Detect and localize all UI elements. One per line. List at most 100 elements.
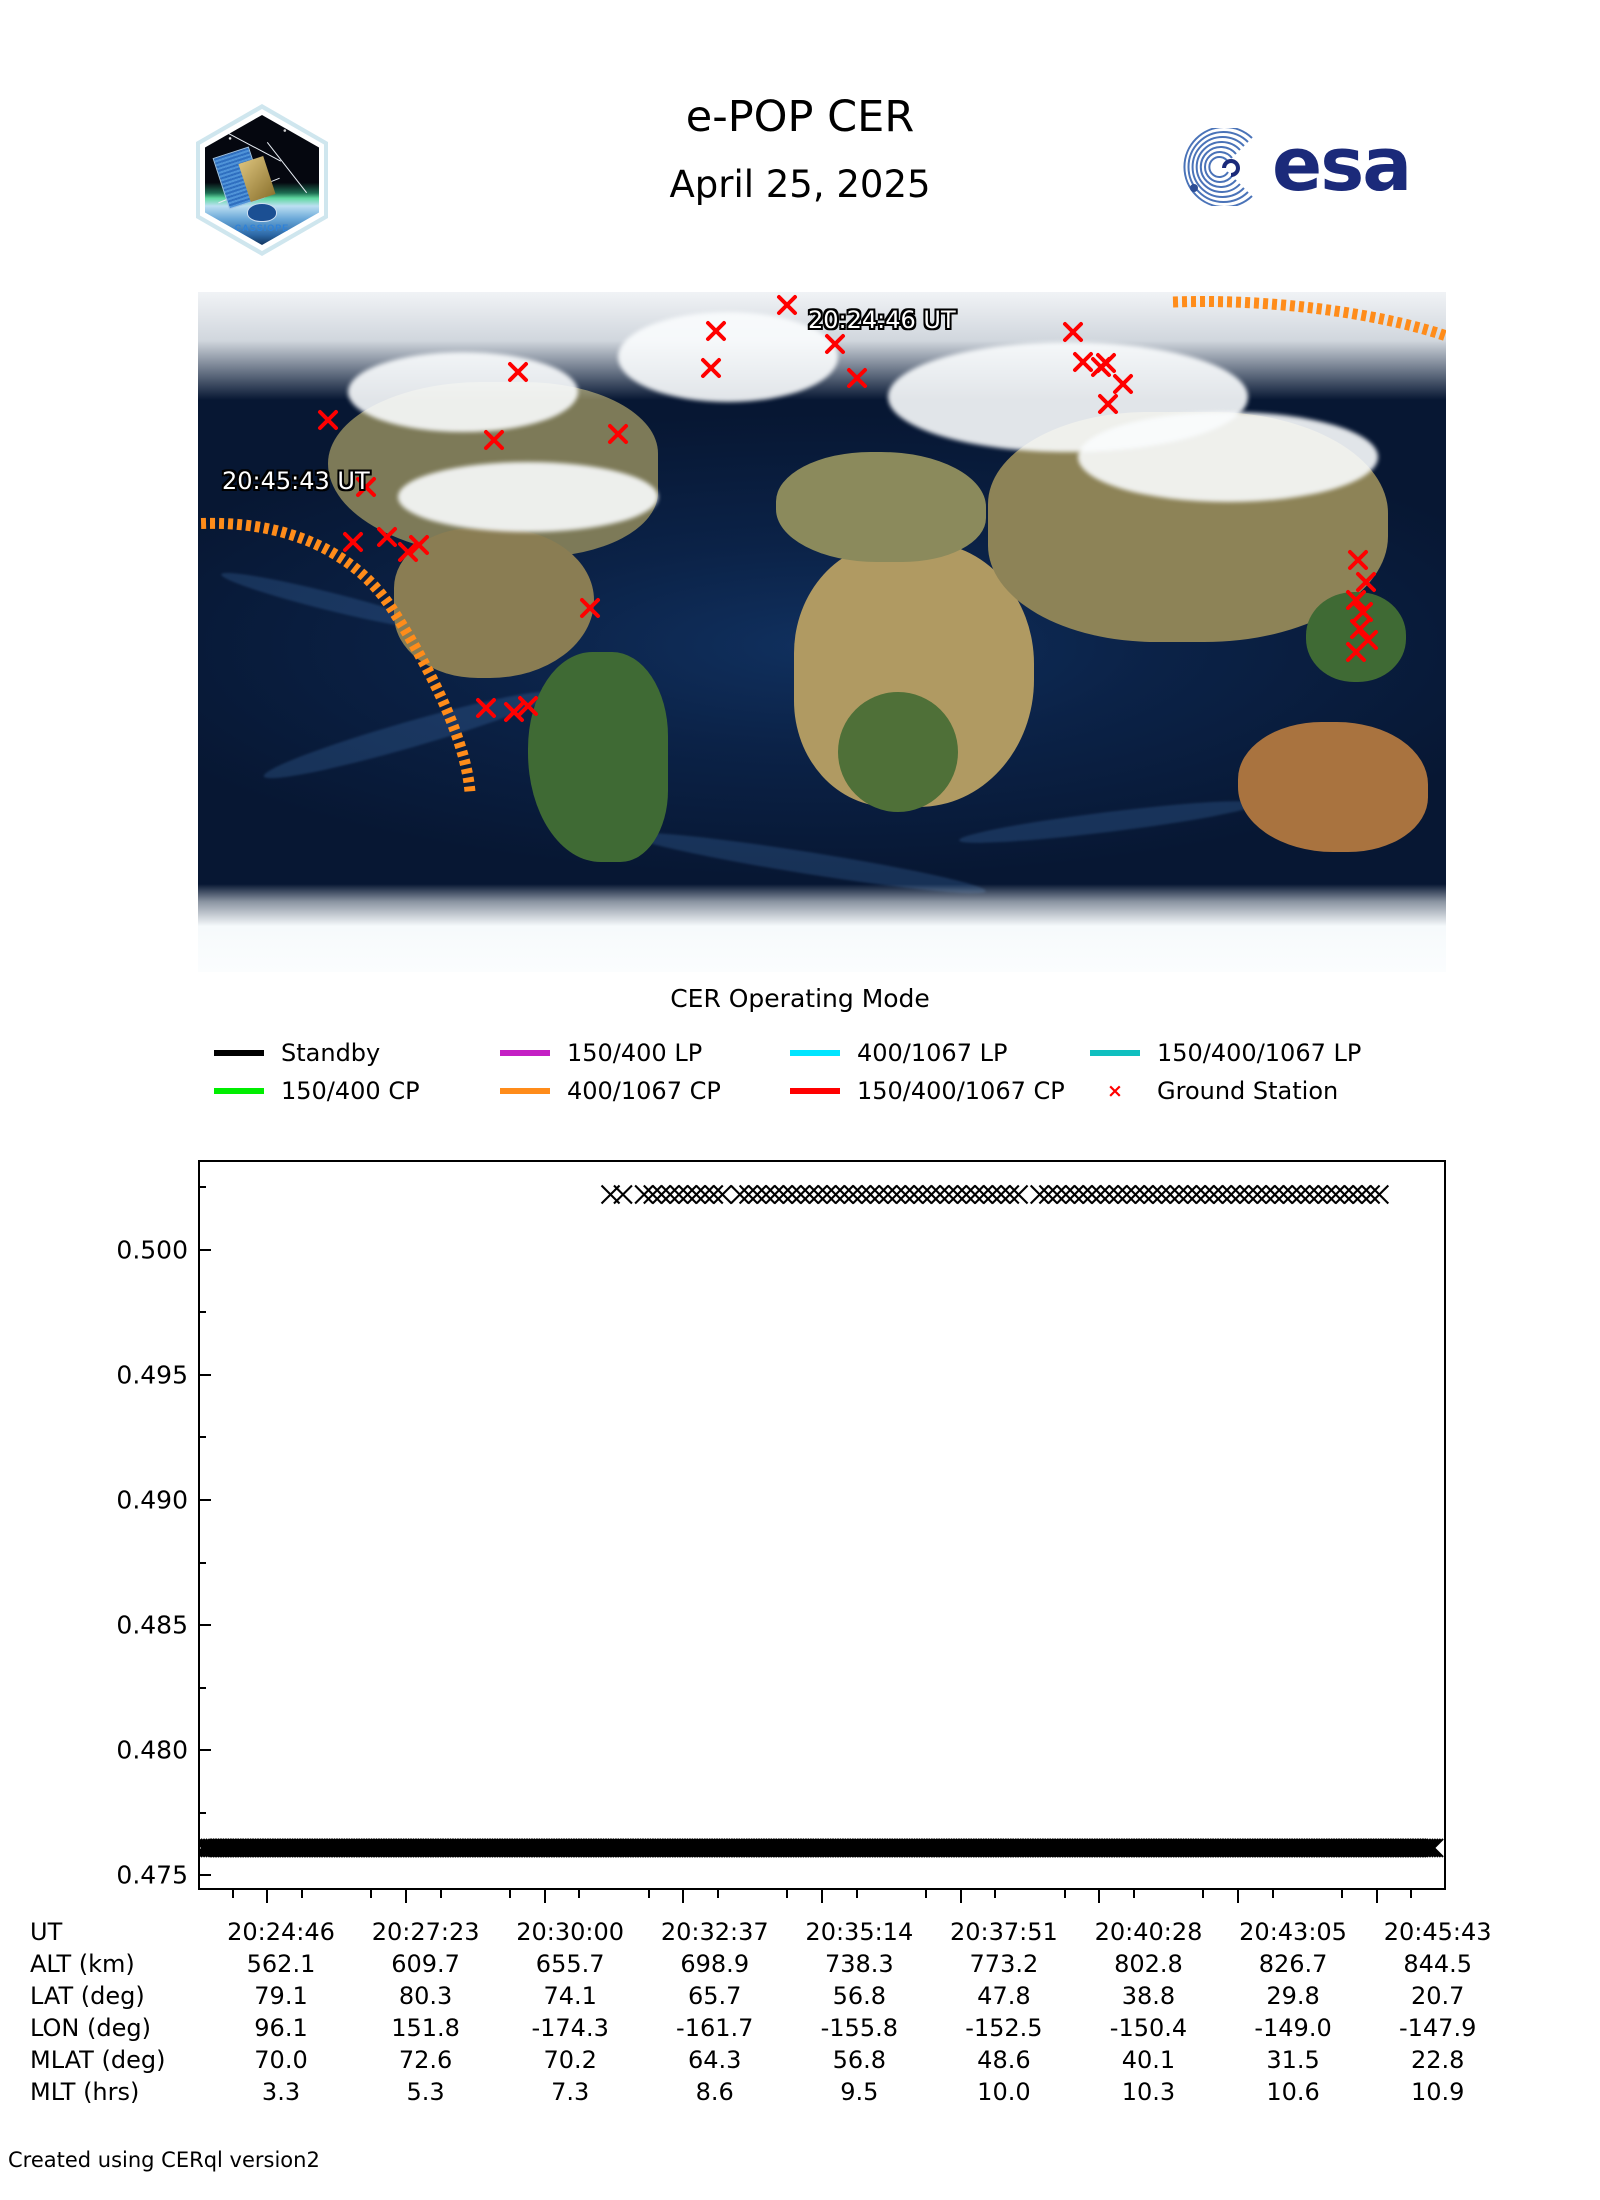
legend-item-label: 400/1067 CP (567, 1077, 721, 1105)
landmass-south-america (528, 652, 668, 862)
scatter-marker (1056, 1184, 1076, 1205)
scatter-marker (808, 1184, 829, 1205)
legend-item-ground-station[interactable]: × Ground Station (1090, 1077, 1390, 1105)
scatter-marker (1151, 1184, 1172, 1205)
x-axis-tick (959, 1890, 962, 1903)
table-row: ALT (km) 562.1 609.7 655.7 698.9 738.3 773.2 80… (30, 1948, 1510, 1980)
scatter-marker (1029, 1184, 1050, 1205)
table-cell: 738.3 (824, 1950, 894, 1978)
scatter-marker (1247, 1184, 1268, 1205)
ground-station-icon (701, 358, 721, 378)
table-cell: 802.8 (1114, 1950, 1183, 1978)
x-axis-tick (405, 1890, 407, 1903)
scatter-marker (1125, 1184, 1146, 1205)
scatter-marker (1134, 1184, 1154, 1205)
scatter-marker (843, 1184, 863, 1205)
scatter-marker (1282, 1184, 1302, 1205)
scatter-marker (1177, 1184, 1198, 1205)
legend-item-400-1067-lp[interactable]: 400/1067 LP (790, 1039, 1090, 1067)
x-axis-minor-tick (786, 1890, 789, 1898)
y-axis-minor-tick (198, 1686, 206, 1689)
scatter-marker (1369, 1184, 1390, 1205)
x-axis-tick (543, 1890, 546, 1903)
scatter-marker (956, 1184, 977, 1205)
scatter-marker (895, 1184, 916, 1205)
ground-station-icon (777, 295, 797, 315)
x-axis-minor-tick (925, 1890, 927, 1898)
ground-station-icon (343, 532, 363, 552)
ground-station-icon (1356, 572, 1376, 592)
landmass-central-africa (838, 692, 958, 812)
esa-swirl-icon (1183, 128, 1253, 206)
ground-station-icon (318, 410, 338, 430)
table-cell: 74.1 (543, 1982, 597, 2010)
map-start-time-label: 20:24:46 UT (808, 306, 956, 334)
scatter-marker (860, 1184, 881, 1205)
x-axis-minor-tick (509, 1890, 511, 1898)
legend-item-400-1067-cp[interactable]: 400/1067 CP (500, 1077, 790, 1105)
y-axis-tick-label: 0.480 (116, 1735, 188, 1765)
scatter-marker (1090, 1184, 1111, 1205)
x-axis-tick (821, 1890, 823, 1903)
x-axis-minor-tick (1133, 1890, 1135, 1898)
page-title: e-POP CER (685, 92, 915, 142)
scatter-marker (1416, 1838, 1437, 1858)
snow-cover (1078, 412, 1378, 502)
table-cell: -149.0 (1254, 2014, 1332, 2042)
x-axis-tick (1098, 1890, 1101, 1903)
table-cell: 72.6 (398, 2046, 453, 2074)
scatter-marker (1308, 1184, 1329, 1205)
table-cell: 20:35:14 (805, 1918, 914, 1946)
scatter-marker (756, 1184, 776, 1205)
scatter-marker (1414, 1838, 1434, 1858)
x-axis-tick (1375, 1890, 1378, 1903)
x-axis-minor-tick (1410, 1890, 1413, 1898)
table-cell: 562.1 (246, 1950, 316, 1978)
legend-item-label: 150/400 CP (281, 1077, 420, 1105)
table-row: UT 20:24:46 20:27:23 20:30:00 20:32:37 20:35:… (30, 1916, 1510, 1948)
scatter-marker (686, 1184, 707, 1205)
ephemeris-table-grid: UT 20:24:46 20:27:23 20:30:00 20:32:37 20:35:… (30, 1916, 1510, 2108)
map-end-time-label: 20:45:43 UT (222, 467, 370, 495)
scatter-marker (669, 1184, 689, 1205)
table-row-label: MLAT (deg) (30, 2046, 166, 2074)
scatter-marker (1230, 1184, 1250, 1205)
y-axis-tick (198, 1749, 211, 1752)
scatter-marker (930, 1184, 950, 1205)
legend-item-label: 150/400/1067 CP (857, 1077, 1065, 1105)
legend-item-standby[interactable]: Standby (214, 1039, 500, 1067)
ground-station-icon (1096, 353, 1116, 373)
legend-item-150-400-1067-cp[interactable]: 150/400/1067 CP (790, 1077, 1090, 1105)
ground-station-icon (518, 696, 538, 716)
y-axis-minor-tick (198, 1561, 206, 1564)
legend-item-150-400-1067-lp[interactable]: 150/400/1067 LP (1090, 1039, 1390, 1067)
cassiope-emblem-icon (247, 202, 277, 222)
table-row: LAT (deg) 79.1 80.3 74.1 65.7 56.8 47.8 38.8 29.… (30, 1980, 1510, 2012)
table-cell: 10.3 (1121, 2078, 1176, 2106)
scatter-marker (1186, 1184, 1207, 1205)
scatter-marker (1064, 1184, 1085, 1205)
table-cell: 655.7 (535, 1950, 605, 1978)
map-overlay (198, 295, 1446, 793)
ground-station-icon (1073, 352, 1093, 372)
scatter-marker (643, 1184, 663, 1205)
scatter-marker (613, 1184, 633, 1205)
legend-item-150-400-lp[interactable]: 150/400 LP (500, 1039, 790, 1067)
table-cell: 56.8 (832, 2046, 887, 2074)
landmass-australia (1238, 722, 1428, 852)
table-cell: 40.1 (1121, 2046, 1176, 2074)
table-cell: 79.1 (254, 1982, 308, 2010)
title-block: e-POP CER April 25, 2025 (400, 92, 1200, 204)
scatter-marker (1221, 1184, 1242, 1205)
y-axis-minor-tick (198, 1811, 206, 1814)
scatter-marker (677, 1184, 698, 1205)
y-axis-tick (198, 1248, 211, 1251)
legend-item-label: 150/400 LP (567, 1039, 703, 1067)
ground-station-icon (1098, 394, 1118, 414)
ground-station-icon (847, 368, 867, 388)
table-cell: 10.0 (977, 2078, 1031, 2106)
y-axis-minor-tick (198, 1436, 206, 1439)
scatter-marker (1360, 1184, 1381, 1205)
x-axis-minor-tick (301, 1890, 303, 1898)
legend-item-150-400-cp[interactable]: 150/400 CP (214, 1077, 500, 1105)
